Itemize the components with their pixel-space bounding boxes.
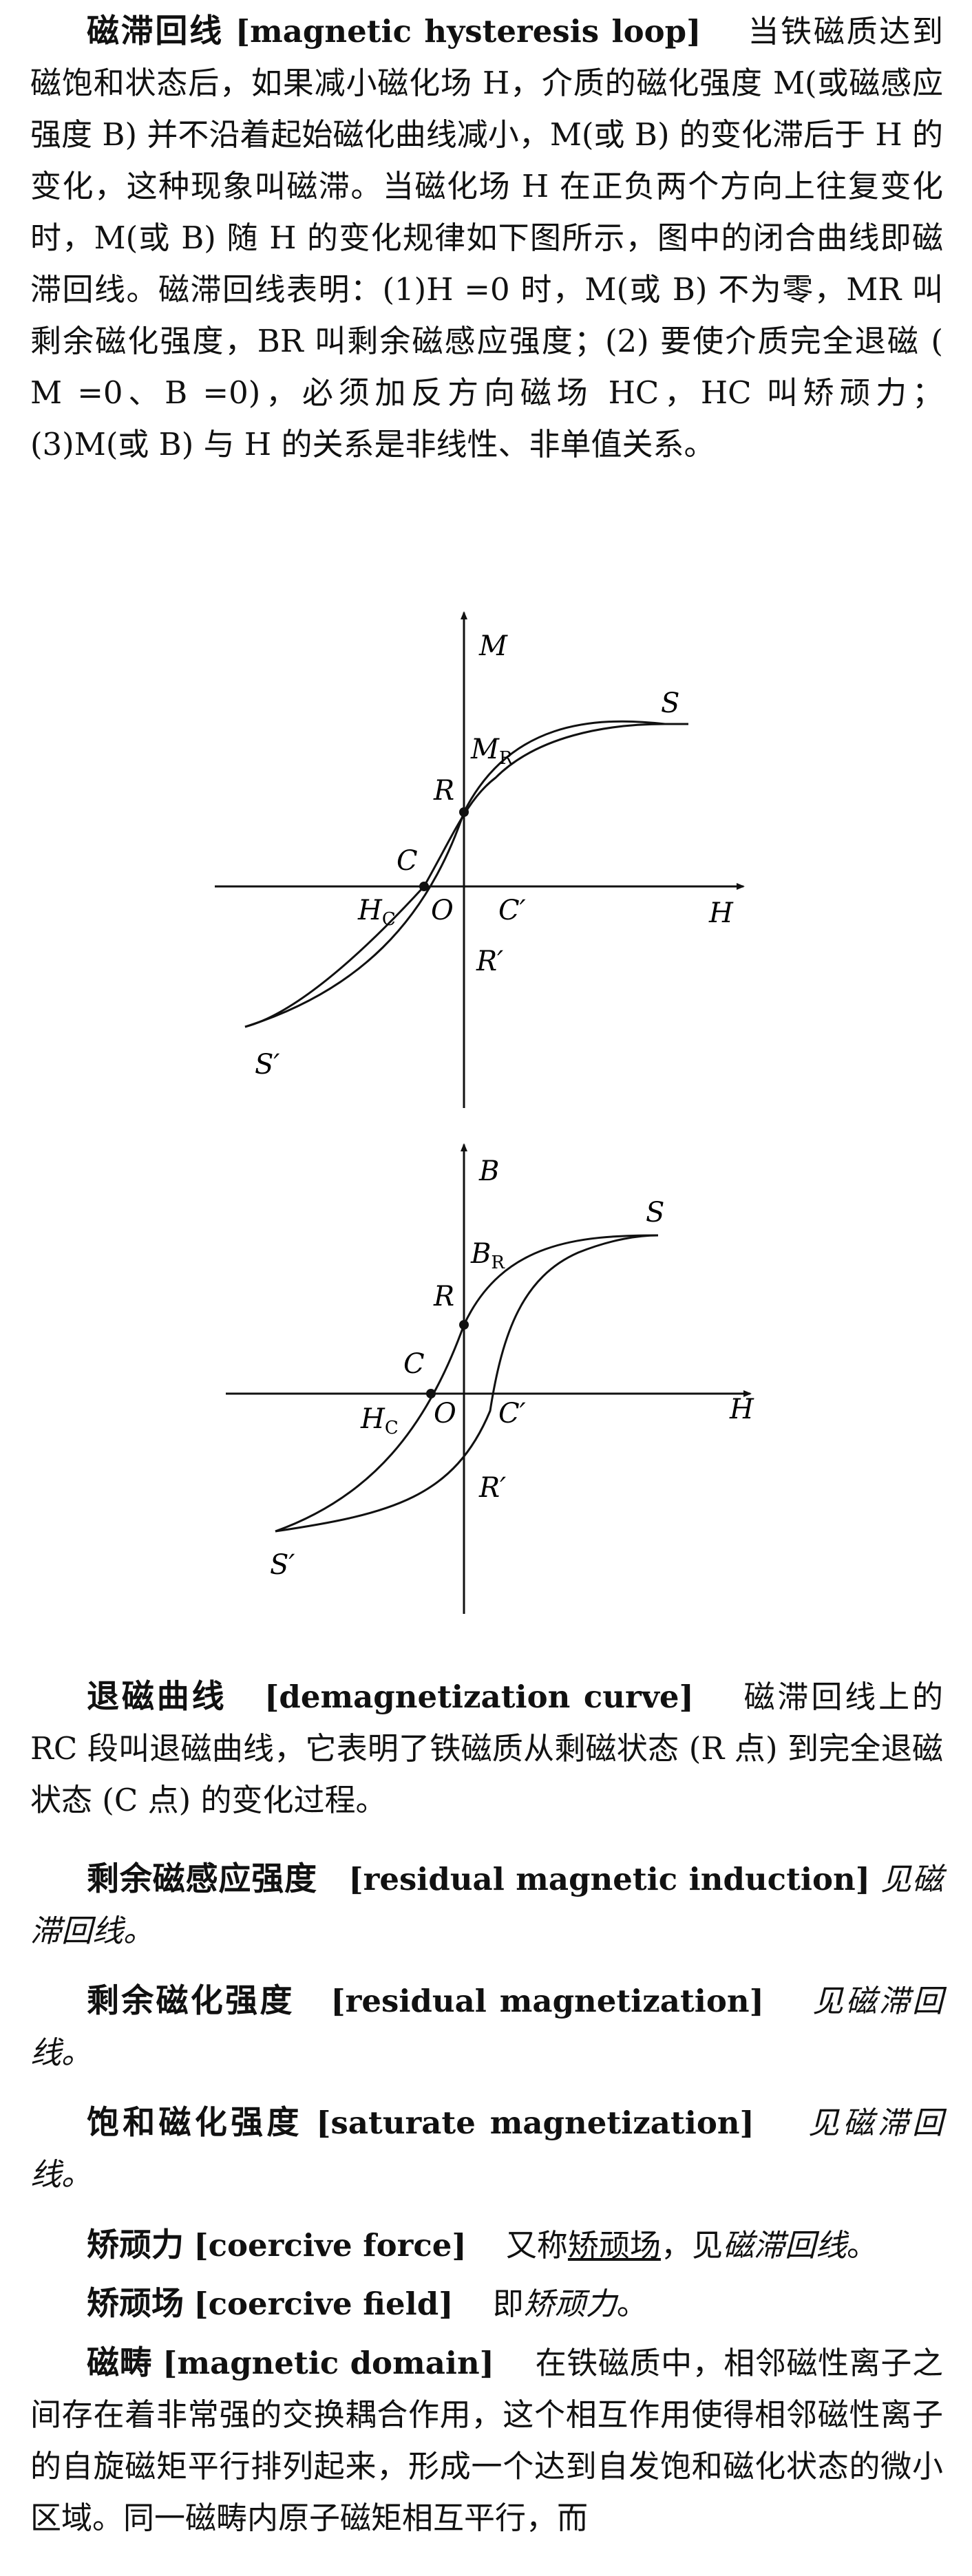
term-title: 退磁曲线	[87, 1678, 227, 1716]
term-english: [residual magnetic induction]	[348, 1861, 870, 1897]
term-body-prefix: 即	[492, 2286, 524, 2322]
point-label-r: R	[433, 1281, 454, 1312]
entry-hysteresis-loop: 磁滞回线 [magnetic hysteresis loop] 当铁磁质达到磁饱…	[30, 6, 943, 470]
axis-label-b: B	[478, 1156, 499, 1187]
term-body-end: 。	[846, 2227, 878, 2264]
term-title: 矫顽场	[87, 2285, 184, 2323]
entry-coercive-force: 矫顽力 [coercive force] 又称矫顽场，见磁滞回线。	[30, 2220, 943, 2271]
term-title: 饱和磁化强度	[87, 2104, 303, 2142]
term-title: 剩余磁感应强度	[87, 1860, 317, 1898]
point-c-dot	[419, 882, 429, 891]
label-remanence: MR	[470, 734, 514, 769]
term-title: 磁滞回线	[87, 12, 224, 50]
term-english: [magnetic domain]	[162, 2345, 494, 2381]
lower-branch	[244, 723, 666, 1028]
entry-demagnetization-curve: 退磁曲线 [demagnetization curve] 磁滞回线上的 RC 段…	[30, 1671, 943, 1826]
point-label-r-neg: R′	[476, 946, 503, 977]
term-english: [saturate magnetization]	[316, 2105, 754, 2141]
term-title: 矫顽力	[87, 2226, 184, 2264]
upper-branch	[275, 1234, 659, 1533]
axis-label-h: H	[708, 897, 734, 929]
term-body: 见磁滞回线。	[30, 1861, 943, 1949]
point-label-c: C	[397, 845, 418, 877]
term-body: 见磁滞回线。	[30, 1983, 943, 2071]
point-label-r: R	[433, 775, 454, 807]
term-english: [residual magnetization]	[330, 1983, 764, 2019]
cross-ref-hysteresis-loop[interactable]: 磁滞回线	[722, 2227, 847, 2264]
cross-ref-coercive-field[interactable]: 矫顽场	[567, 2227, 661, 2264]
term-body: 在铁磁质中，相邻磁性离子之间存在着非常强的交换耦合作用，这个相互作用使得相邻磁性…	[30, 2345, 943, 2536]
point-label-s: S	[646, 1197, 664, 1228]
point-label-c-neg: C′	[498, 895, 526, 926]
term-body: 见磁滞回线。	[30, 2105, 943, 2193]
term-english: [magnetic hysteresis loop]	[235, 13, 701, 50]
axis-label-m: M	[478, 630, 508, 662]
entry-residual-induction: 剩余磁感应强度 [residual magnetic induction] 见磁…	[30, 1853, 943, 1957]
term-title: 剩余磁化强度	[87, 1982, 295, 2020]
term-body: 磁滞回线上的 RC 段叫退磁曲线，它表明了铁磁质从剩磁状态 (R 点) 到完全退…	[30, 1679, 944, 1818]
cross-ref-coercive-force[interactable]: 矫顽力	[523, 2286, 617, 2322]
point-label-s: S	[661, 688, 679, 719]
origin-label: O	[431, 895, 454, 926]
label-coercive: HC	[357, 895, 396, 930]
term-english: [demagnetization curve]	[264, 1679, 694, 1715]
term-body-prefix: 又称	[505, 2227, 568, 2264]
point-r-dot	[459, 1320, 469, 1330]
point-r-dot	[459, 807, 469, 817]
label-remanence: BR	[470, 1238, 505, 1273]
term-english: [coercive force]	[193, 2227, 467, 2264]
term-body: 当铁磁质达到磁饱和状态后，如果减小磁化场 H，介质的磁化强度 M(或磁感应强度 …	[30, 13, 943, 462]
point-label-s-neg: S′	[255, 1049, 279, 1081]
upper-branch	[244, 720, 688, 1028]
term-body-mid: ，见	[660, 2227, 723, 2264]
term-title: 磁畴	[87, 2344, 153, 2382]
figure-b-h-hysteresis: B H S S′ R R′ C C′ O BR HC	[226, 1143, 754, 1614]
axis-label-h: H	[729, 1394, 754, 1425]
point-label-c: C	[403, 1348, 425, 1380]
point-label-c-neg: C′	[498, 1398, 526, 1429]
figure-m-h-hysteresis: M H S S′ R R′ C C′ O MR HC	[215, 611, 745, 1108]
point-label-r-neg: R′	[478, 1472, 506, 1504]
term-english: [coercive field]	[193, 2286, 454, 2322]
origin-label: O	[434, 1398, 456, 1429]
term-body-end: 。	[616, 2286, 648, 2322]
lower-branch	[275, 1234, 659, 1533]
entry-residual-magnetization: 剩余磁化强度 [residual magnetization] 见磁滞回线。	[30, 1975, 943, 2078]
entry-magnetic-domain: 磁畴 [magnetic domain] 在铁磁质中，相邻磁性离子之间存在着非常…	[30, 2337, 943, 2544]
label-coercive: HC	[360, 1403, 399, 1438]
point-c-dot	[426, 1389, 436, 1398]
point-label-s-neg: S′	[270, 1549, 295, 1581]
entry-saturate-magnetization: 饱和磁化强度 [saturate magnetization] 见磁滞回线。	[30, 2097, 943, 2200]
entry-coercive-field: 矫顽场 [coercive field] 即矫顽力。	[30, 2278, 943, 2330]
